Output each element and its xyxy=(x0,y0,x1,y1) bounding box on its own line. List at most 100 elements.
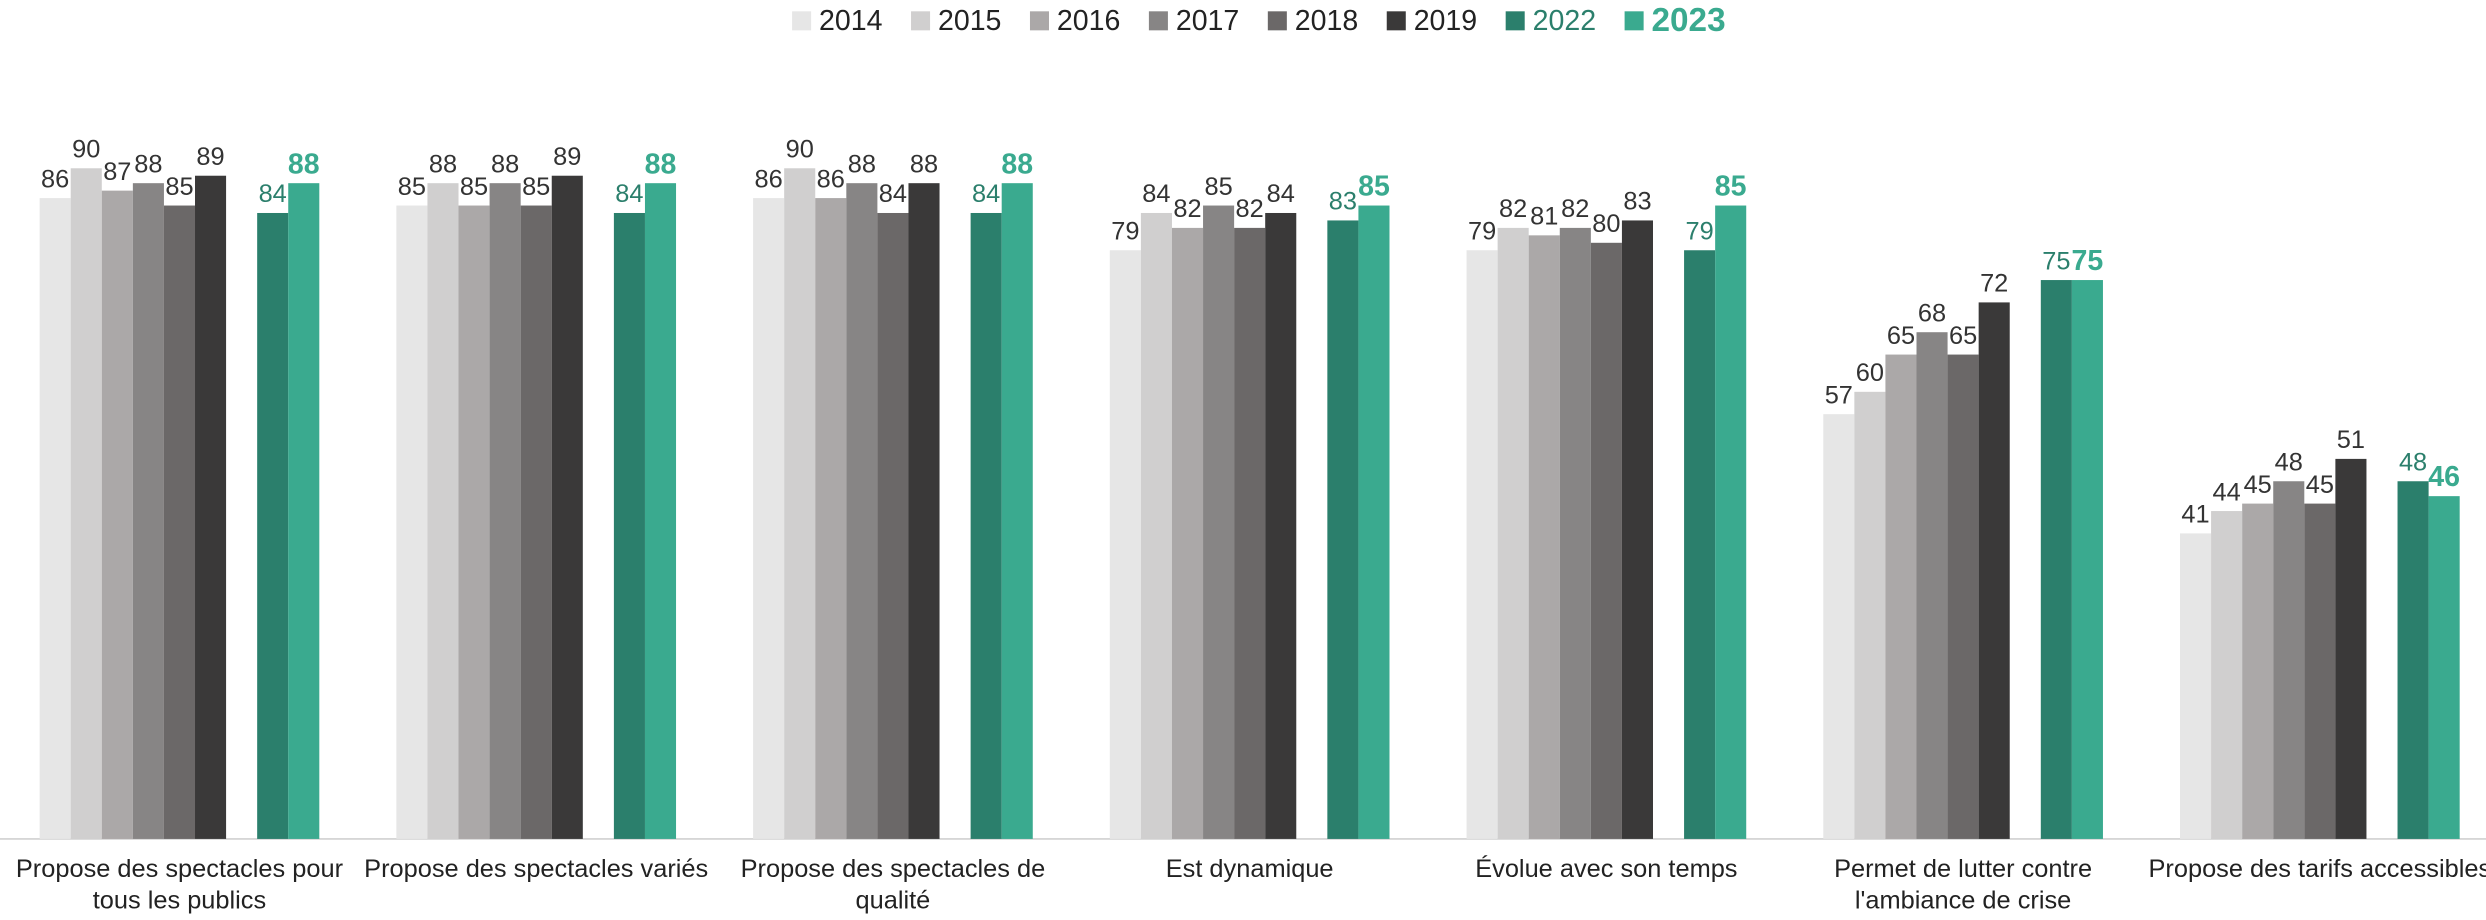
x-tick-label: Permet de lutter contre l'ambiance de cr… xyxy=(1834,856,2093,916)
data-label: 88 xyxy=(134,150,162,178)
data-label: 89 xyxy=(553,143,581,171)
bar xyxy=(2071,280,2103,839)
bar xyxy=(396,205,428,839)
data-label: 83 xyxy=(1623,188,1651,216)
bar xyxy=(101,190,133,839)
data-label: 79 xyxy=(1686,218,1714,246)
data-label: 65 xyxy=(1887,322,1915,350)
bar xyxy=(1885,354,1917,839)
bar xyxy=(458,205,490,839)
legend-label: 2019 xyxy=(1414,5,1477,37)
bar xyxy=(1978,302,2010,839)
legend-label: 2018 xyxy=(1295,5,1358,37)
bar xyxy=(2304,503,2336,839)
data-label: 84 xyxy=(1142,180,1170,208)
bar xyxy=(1171,227,1204,839)
data-label: 86 xyxy=(755,165,783,193)
bar xyxy=(2211,511,2243,839)
bar xyxy=(2397,481,2429,839)
bar xyxy=(970,212,1002,839)
data-label: 86 xyxy=(41,165,69,193)
category-label-box: Propose des spectacles variés xyxy=(364,856,709,884)
data-label: 65 xyxy=(1949,322,1977,350)
bar xyxy=(2180,533,2212,839)
bar xyxy=(520,205,552,839)
bar xyxy=(1916,332,1948,839)
legend-swatch xyxy=(1148,11,1168,31)
data-label: 82 xyxy=(1236,195,1264,223)
bar xyxy=(1466,250,1498,839)
legend-label: 2016 xyxy=(1057,5,1120,37)
x-tick-label: Propose des spectacles pour tous les pub… xyxy=(15,856,344,916)
data-label: 84 xyxy=(879,180,907,208)
data-label: 75 xyxy=(2072,245,2104,277)
bar xyxy=(1823,414,1855,839)
bar xyxy=(1684,250,1716,839)
x-tick-label: Est dynamique xyxy=(1165,856,1334,884)
bar xyxy=(613,212,645,839)
data-label: 44 xyxy=(2213,478,2241,506)
bar xyxy=(551,175,583,839)
bar xyxy=(1001,183,1033,839)
bar xyxy=(877,212,909,839)
legend-label: 2017 xyxy=(1176,5,1239,37)
bar xyxy=(163,205,196,839)
bar xyxy=(427,183,459,839)
data-label: 45 xyxy=(2306,471,2334,499)
data-label: 87 xyxy=(103,158,131,186)
data-label: 88 xyxy=(645,148,677,180)
bar xyxy=(2428,496,2460,839)
data-label: 83 xyxy=(1329,188,1357,216)
category-label-box: Est dynamique xyxy=(1165,856,1334,884)
legend-swatch xyxy=(1386,11,1406,31)
bar xyxy=(288,183,320,839)
legend-swatch xyxy=(1505,11,1525,31)
data-label: 45 xyxy=(2244,471,2272,499)
data-label: 80 xyxy=(1592,210,1620,238)
data-label: 88 xyxy=(491,150,519,178)
data-label: 88 xyxy=(429,150,457,178)
legend-swatch xyxy=(1267,11,1287,31)
data-label: 41 xyxy=(2181,501,2209,529)
bar xyxy=(815,198,847,839)
data-label: 85 xyxy=(522,173,550,201)
bar xyxy=(489,183,521,839)
data-label: 85 xyxy=(1715,171,1747,203)
data-label: 86 xyxy=(817,165,845,193)
category-label-box: Permet de lutter contre l'ambiance de cr… xyxy=(1834,856,2093,916)
data-label: 48 xyxy=(2399,449,2427,477)
data-label: 82 xyxy=(1561,195,1589,223)
x-tick-label: Propose des spectacles de qualité xyxy=(740,856,1046,916)
data-label: 48 xyxy=(2275,449,2303,477)
data-label: 82 xyxy=(1173,195,1201,223)
data-label: 84 xyxy=(259,180,287,208)
bar xyxy=(1265,212,1297,839)
bar xyxy=(2335,458,2367,839)
bar xyxy=(1621,220,1653,839)
data-label: 84 xyxy=(1267,180,1295,208)
data-label: 85 xyxy=(1358,171,1390,203)
x-tick-label: Propose des spectacles variés xyxy=(364,856,709,884)
data-label: 79 xyxy=(1468,218,1496,246)
bar xyxy=(1947,354,1979,839)
legend-label: 2015 xyxy=(938,5,1001,37)
data-label: 88 xyxy=(288,148,320,180)
bar xyxy=(2242,503,2274,839)
data-label: 81 xyxy=(1530,203,1558,231)
bar xyxy=(644,183,677,839)
bar xyxy=(195,175,227,839)
bar xyxy=(1327,220,1359,839)
x-tick-label: Évolue avec son temps xyxy=(1475,856,1738,884)
data-label: 89 xyxy=(196,143,224,171)
bar xyxy=(70,168,102,839)
data-label: 68 xyxy=(1918,299,1946,327)
data-label: 72 xyxy=(1980,270,2008,298)
legend-swatch xyxy=(911,11,931,31)
data-label: 60 xyxy=(1856,359,1884,387)
legend-label: 2022 xyxy=(1533,5,1596,37)
bar xyxy=(753,198,785,839)
bar xyxy=(1234,227,1266,839)
bar xyxy=(1109,250,1141,839)
